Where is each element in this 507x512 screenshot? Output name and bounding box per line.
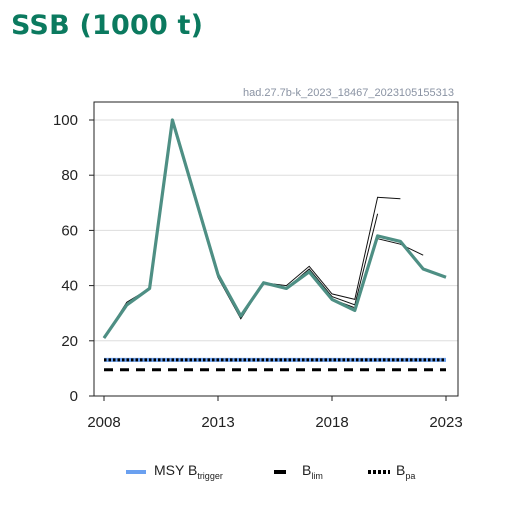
axes: 0 20 40 60 80 100 2008 2013 2018 2023: [53, 101, 463, 431]
legend-label-blim: Blim: [302, 462, 323, 481]
legend-label-msy-btrigger: MSY Btrigger: [154, 462, 223, 481]
legend: MSY Btrigger Blim Bpa: [0, 460, 507, 494]
y-tick-label-0: 0: [70, 388, 78, 405]
y-tick-label-80: 80: [61, 167, 78, 184]
x-tick-label-2008: 2008: [87, 414, 120, 431]
ssb-series-line: [102, 118, 447, 339]
retro-series-line-3: [103, 119, 424, 339]
x-tick-label-2023: 2023: [429, 414, 462, 431]
reference-lines: [104, 357, 446, 372]
y-tick-label-100: 100: [53, 112, 78, 129]
grid-lines: [94, 119, 458, 342]
y-tick-label-20: 20: [61, 333, 78, 350]
ssb-chart: 0 20 40 60 80 100 2008 2013 2018 2023: [53, 101, 463, 431]
y-tick-label-60: 60: [61, 222, 78, 239]
y-tick-label-40: 40: [61, 278, 78, 295]
plot-frame: [93, 101, 459, 397]
x-tick-label-2018: 2018: [315, 414, 348, 431]
stock-code-label: had.27.7b-k_2023_18467_2023105155313: [242, 87, 454, 99]
series-lines: [102, 118, 447, 339]
chart-title: SSB (1000 t): [11, 10, 204, 41]
x-tick-label-2013: 2013: [201, 414, 234, 431]
legend-label-bpa: Bpa: [396, 462, 416, 481]
